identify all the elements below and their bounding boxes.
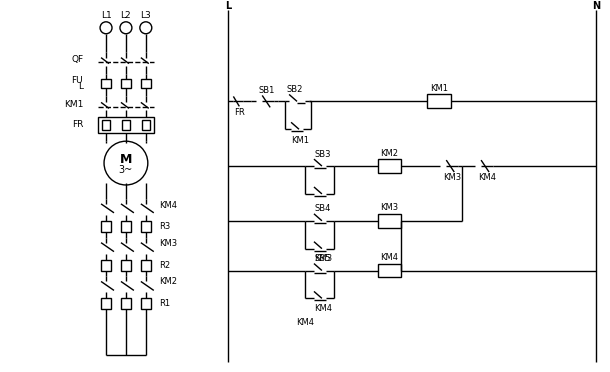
Bar — [121, 260, 131, 270]
Bar — [102, 120, 110, 130]
Text: R3: R3 — [159, 222, 170, 231]
Text: KM3: KM3 — [159, 239, 177, 248]
Text: L2: L2 — [121, 12, 131, 20]
Text: KM1: KM1 — [430, 84, 448, 93]
Text: KM4: KM4 — [381, 253, 398, 262]
Bar — [101, 221, 111, 232]
Text: KM3: KM3 — [314, 254, 332, 263]
Text: L3: L3 — [140, 12, 151, 20]
Text: FR: FR — [72, 120, 83, 129]
Text: N: N — [592, 1, 601, 11]
Text: KM1: KM1 — [64, 100, 83, 109]
Text: SB1: SB1 — [258, 86, 274, 95]
Bar — [98, 117, 154, 133]
Text: R1: R1 — [159, 299, 170, 308]
Bar — [428, 94, 451, 108]
Bar — [142, 120, 150, 130]
Text: L1: L1 — [101, 12, 112, 20]
Text: SB3: SB3 — [315, 150, 331, 158]
Bar — [101, 78, 111, 89]
Text: KM4: KM4 — [159, 201, 177, 210]
Text: SB5: SB5 — [315, 254, 331, 263]
Text: QF: QF — [71, 55, 83, 64]
Text: KM3: KM3 — [381, 203, 398, 212]
Bar — [378, 264, 401, 278]
Bar — [141, 78, 151, 89]
Bar — [121, 221, 131, 232]
Bar — [141, 298, 151, 310]
Text: R2: R2 — [159, 261, 170, 270]
Bar — [141, 260, 151, 270]
Text: KM4: KM4 — [314, 304, 332, 313]
Bar — [101, 260, 111, 270]
Text: 3~: 3~ — [119, 165, 133, 175]
Bar — [378, 159, 401, 173]
Text: KM3: KM3 — [443, 173, 461, 182]
Text: SB2: SB2 — [287, 85, 303, 94]
Bar — [121, 298, 131, 310]
Text: KM4: KM4 — [296, 318, 314, 327]
Text: KM1: KM1 — [291, 136, 309, 145]
Bar — [101, 298, 111, 310]
Bar — [122, 120, 130, 130]
Bar — [121, 78, 131, 89]
Text: L: L — [225, 1, 232, 11]
Text: M: M — [120, 153, 132, 166]
Text: SB4: SB4 — [315, 204, 331, 214]
Text: FR: FR — [234, 108, 245, 117]
Text: FU: FU — [71, 76, 83, 85]
Bar — [378, 214, 401, 228]
Text: L: L — [78, 82, 83, 91]
Text: KM4: KM4 — [478, 173, 496, 182]
Text: KM2: KM2 — [159, 277, 177, 286]
Text: KM2: KM2 — [381, 149, 398, 158]
Bar — [141, 221, 151, 232]
